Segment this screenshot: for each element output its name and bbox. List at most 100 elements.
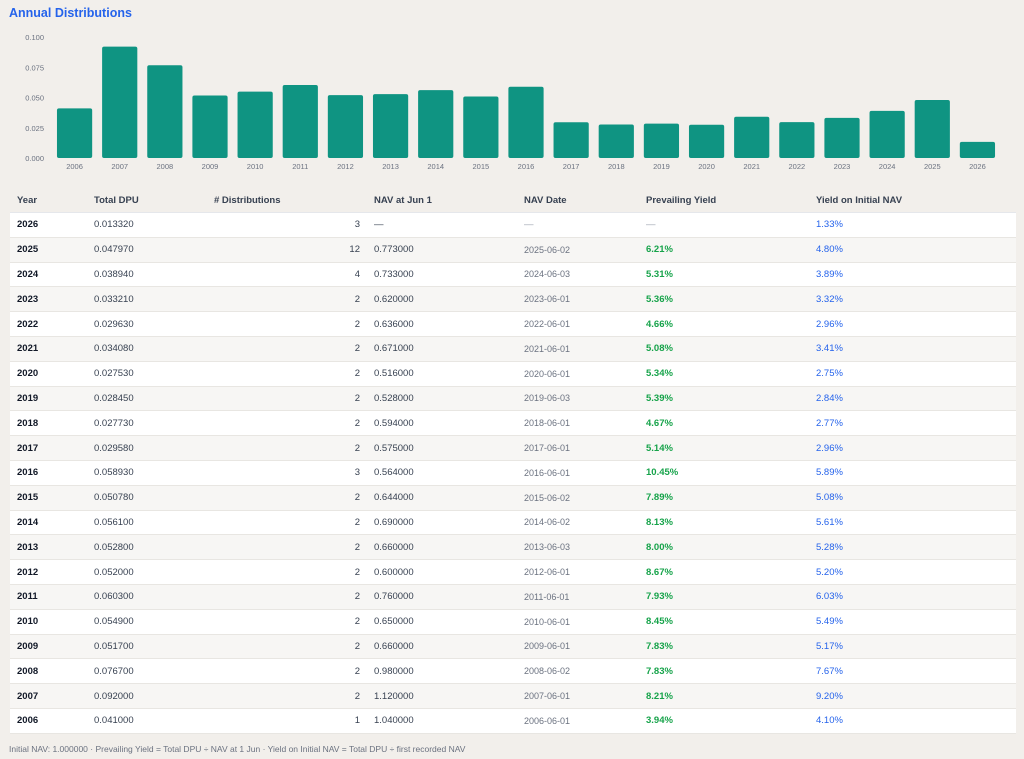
table-row: 2017 0.029580 2 0.575000 2017-06-01 5.14% 2.96… [10,435,1016,461]
cell-total-dpu: 0.028450 [87,386,207,412]
cell-distributions: 2 [207,658,367,685]
table-row: 2025 0.047970 12 0.773000 2025-06-02 6.21% 4.8… [10,237,1016,263]
x-tick-label: 2017 [563,162,580,171]
bar-2010[interactable] [237,91,273,158]
cell-yield-initial-nav: 4.80% [809,237,1016,263]
cell-prevailing-yield: 8.00% [639,534,809,561]
cell-total-dpu: 0.050780 [87,485,207,511]
cell-total-dpu: 0.038940 [87,262,207,288]
cell-yield-initial-nav: 2.75% [809,361,1016,387]
table-row: 2021 0.034080 2 0.671000 2021-06-01 5.08% 3.41… [10,336,1016,362]
cell-yield-initial-nav: 2.96% [809,435,1016,461]
cell-distributions: 2 [207,311,367,337]
cell-nav: 0.773000 [367,237,517,263]
cell-yield-initial-nav: 5.08% [809,485,1016,511]
bar-2023[interactable] [824,117,860,158]
cell-distributions: 1 [207,708,367,734]
table-row: 2015 0.050780 2 0.644000 2015-06-02 7.89% 5.08… [10,485,1016,511]
cell-nav-date: — [517,212,639,238]
header-year[interactable]: Year [10,188,87,213]
cell-total-dpu: 0.058930 [87,460,207,486]
header-distributions[interactable]: # Distributions [207,188,367,213]
cell-distributions: 2 [207,584,367,610]
cell-yield-initial-nav: 5.89% [809,460,1016,486]
cell-year: 2017 [10,435,87,461]
cell-total-dpu: 0.029630 [87,311,207,337]
x-tick-label: 2009 [202,162,219,171]
chart-title: Annual Distributions [9,6,132,20]
cell-distributions: 2 [207,286,367,313]
cell-prevailing-yield: 10.45% [639,460,809,486]
table-row: 2010 0.054900 2 0.650000 2010-06-01 8.45% 5.49… [10,609,1016,635]
cell-nav: 0.671000 [367,336,517,362]
bar-2025[interactable] [914,99,950,158]
header-nav[interactable]: NAV at Jun 1 [367,188,517,213]
table-row: 2023 0.033210 2 0.620000 2023-06-01 5.36% 3.32… [10,286,1016,313]
footer-note: Initial NAV: 1.000000 · Prevailing Yield… [9,744,466,754]
cell-nav: 0.575000 [367,435,517,461]
cell-yield-initial-nav: 1.33% [809,212,1016,238]
bar-2018[interactable] [598,124,634,158]
cell-nav: 0.733000 [367,262,517,288]
cell-prevailing-yield: 5.34% [639,361,809,387]
x-tick-label: 2019 [653,162,670,171]
bar-2017[interactable] [553,122,589,158]
cell-nav: 0.760000 [367,584,517,610]
cell-prevailing-yield: 5.14% [639,435,809,461]
cell-nav-date: 2023-06-01 [517,286,639,313]
header-yield-initial-nav[interactable]: Yield on Initial NAV [809,188,1016,213]
cell-distributions: 2 [207,634,367,660]
table-row: 2024 0.038940 4 0.733000 2024-06-03 5.31% 3.89… [10,262,1016,288]
cell-prevailing-yield: 7.93% [639,584,809,610]
bar-2022[interactable] [779,122,815,158]
bar-2019[interactable] [643,123,680,158]
cell-yield-initial-nav: 5.20% [809,559,1016,585]
bar-2011[interactable] [282,85,318,158]
cell-year: 2007 [10,683,87,709]
bar-2014[interactable] [418,90,454,158]
x-tick-label: 2025 [924,162,941,171]
cell-total-dpu: 0.052000 [87,559,207,585]
bar-2020[interactable] [688,124,725,158]
annual-distributions-chart: 0.100 0.075 0.050 0.025 0.000 2006 2007 2008 200… [25,33,996,171]
cell-total-dpu: 0.092000 [87,683,207,709]
cell-total-dpu: 0.076700 [87,658,207,685]
header-prevailing-yield[interactable]: Prevailing Yield [639,188,809,213]
cell-total-dpu: 0.051700 [87,634,207,660]
cell-prevailing-yield: 5.39% [639,386,809,412]
table-row: 2016 0.058930 3 0.564000 2016-06-01 10.45% 5.8… [10,460,1016,486]
cell-distributions: 2 [207,559,367,585]
table-row: 2009 0.051700 2 0.660000 2009-06-01 7.83% 5.17… [10,634,1016,660]
table-row: 2008 0.076700 2 0.980000 2008-06-02 7.83% 7.67… [10,658,1016,685]
bar-2024[interactable] [869,110,905,158]
cell-nav-date: 2007-06-01 [517,683,639,709]
bar-2013[interactable] [372,94,409,158]
y-tick-label: 0.100 [25,33,44,42]
header-nav-date[interactable]: NAV Date [517,188,639,213]
cell-year: 2026 [10,212,87,238]
cell-nav-date: 2011-06-01 [517,584,639,610]
bar-2008[interactable] [147,65,183,158]
cell-total-dpu: 0.033210 [87,286,207,313]
bar-2021[interactable] [734,116,770,158]
bar-2016[interactable] [508,86,544,158]
x-tick-label: 2014 [427,162,444,171]
cell-distributions: 2 [207,485,367,511]
bar-2007[interactable] [102,46,138,158]
cell-total-dpu: 0.052800 [87,534,207,561]
cell-prevailing-yield: 7.89% [639,485,809,511]
bar-2009[interactable] [192,95,228,158]
cell-prevailing-yield: 8.67% [639,559,809,585]
table-row: 2020 0.027530 2 0.516000 2020-06-01 5.34% 2.75… [10,361,1016,387]
cell-total-dpu: 0.029580 [87,435,207,461]
bar-2026[interactable] [959,141,996,158]
bar-2015[interactable] [463,96,499,158]
x-tick-label: 2008 [157,162,174,171]
cell-nav: 0.564000 [367,460,517,486]
bar-2006[interactable] [56,108,93,158]
cell-yield-initial-nav: 2.96% [809,311,1016,337]
bar-2012[interactable] [327,95,364,158]
header-total-dpu[interactable]: Total DPU [87,188,207,213]
table-row: 2026 0.013320 3— — —1.33% [10,212,1016,238]
cell-prevailing-yield: 8.21% [639,683,809,709]
